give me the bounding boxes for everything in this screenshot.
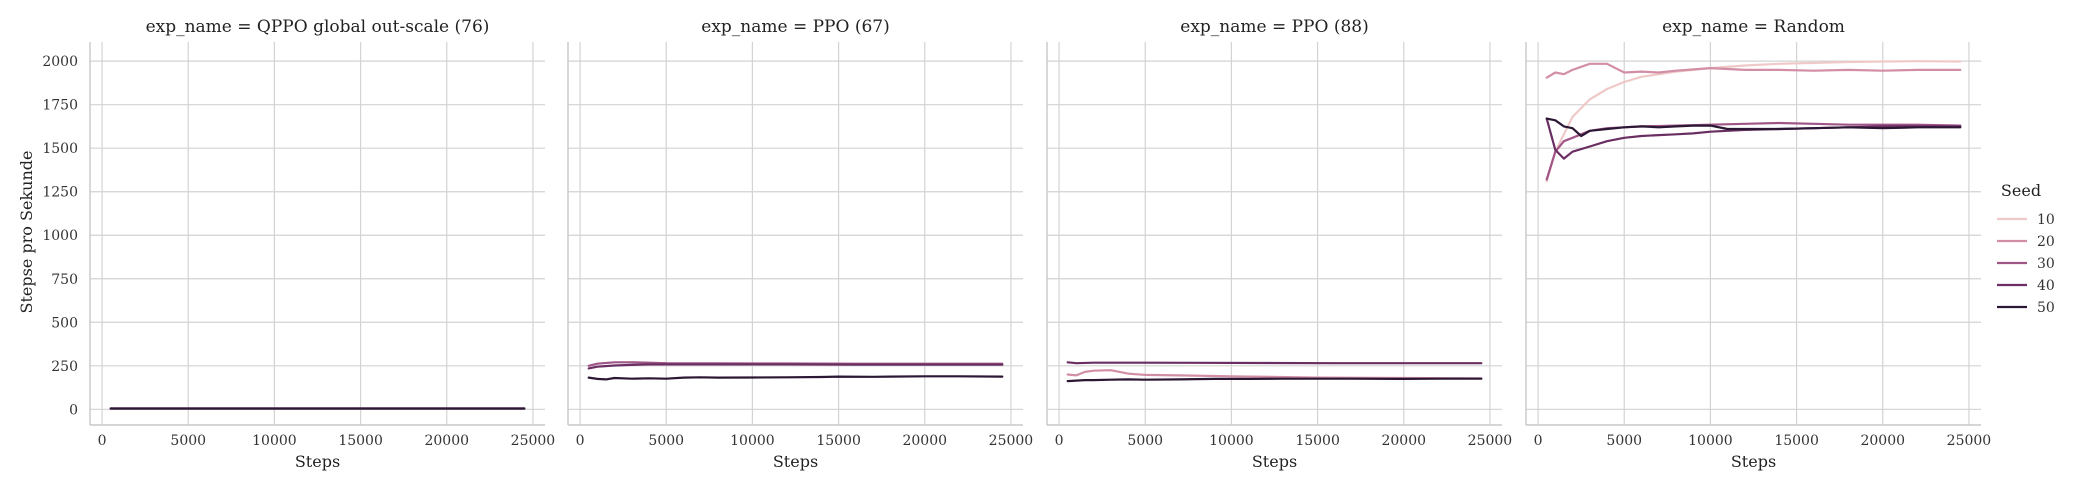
- x-axis-label: Steps: [295, 452, 340, 471]
- y-tick-label: 2000: [42, 54, 78, 70]
- x-tick-label: 0: [98, 433, 107, 449]
- y-tick-label: 1750: [42, 98, 78, 114]
- panel-title: exp_name = PPO (88): [1180, 17, 1368, 37]
- series-line-seed-10: [1545, 60, 1962, 183]
- y-tick-label: 1250: [42, 185, 78, 201]
- panel-1: exp_name = QPPO global out-scale (76) 0 25…: [42, 17, 555, 471]
- x-tick-label: 0: [1534, 433, 1543, 449]
- y-tick-label: 500: [51, 315, 78, 331]
- series-line-seed-50: [587, 375, 1004, 381]
- chart-panels: exp_name = QPPO global out-scale (76) 0 25…: [42, 17, 1991, 471]
- series-line-seed-30: [1545, 121, 1962, 181]
- x-tick-label: 10000: [730, 433, 775, 449]
- x-tick-label: 0: [576, 433, 585, 449]
- y-tick-label: 0: [69, 402, 78, 418]
- panel-3: exp_name = PPO (88) 0 5000 10000 15000 20000 2…: [1046, 17, 1513, 471]
- x-tick-label: 20000: [1860, 433, 1905, 449]
- x-axis-label: Steps: [1252, 452, 1297, 471]
- x-tick-label: 25000: [989, 433, 1034, 449]
- legend-label: 30: [2037, 256, 2055, 272]
- x-tick-label: 10000: [1688, 433, 1733, 449]
- x-axis-label: Steps: [1731, 452, 1776, 471]
- y-axis-label: Stepse pro Sekunde: [17, 151, 36, 314]
- x-tick-label: 25000: [511, 433, 556, 449]
- x-tick-label: 5000: [648, 433, 684, 449]
- y-tick-label: 750: [51, 272, 78, 288]
- x-tick-label: 0: [1055, 433, 1064, 449]
- x-tick-label: 20000: [902, 433, 947, 449]
- series-line-seed-50: [1545, 117, 1962, 138]
- x-tick-label: 10000: [252, 433, 297, 449]
- y-tick-label: 1000: [42, 228, 78, 244]
- x-tick-label: 15000: [338, 433, 383, 449]
- legend-title: Seed: [2001, 181, 2041, 200]
- legend-label: 20: [2037, 234, 2055, 250]
- x-tick-label: 25000: [1468, 433, 1513, 449]
- legend-label: 40: [2037, 278, 2055, 294]
- x-axis-label: Steps: [773, 452, 818, 471]
- x-tick-label: 15000: [816, 433, 861, 449]
- y-tick-label: 1500: [42, 141, 78, 157]
- x-tick-label: 5000: [1606, 433, 1642, 449]
- legend: Seed 10 20 30 40 50: [1997, 181, 2055, 316]
- x-tick-label: 5000: [170, 433, 206, 449]
- panel-title: exp_name = PPO (67): [701, 17, 889, 37]
- legend-label: 10: [2037, 212, 2055, 228]
- x-tick-label: 5000: [1127, 433, 1163, 449]
- x-tick-label: 15000: [1774, 433, 1819, 449]
- panel-4: exp_name = Random 0 5000 10000 15000 20000 250…: [1525, 17, 1992, 471]
- x-tick-label: 15000: [1295, 433, 1340, 449]
- panel-2: exp_name = PPO (67) 0 5000 10000 15000 20000 2…: [567, 17, 1034, 471]
- panel-title: exp_name = Random: [1662, 17, 1845, 37]
- x-tick-label: 20000: [1381, 433, 1426, 449]
- series-line-seed-40: [587, 363, 1004, 370]
- series-line-seed-40: [1066, 361, 1483, 365]
- x-tick-label: 20000: [424, 433, 469, 449]
- panel-title: exp_name = QPPO global out-scale (76): [146, 17, 490, 37]
- series-line-seed-20: [1545, 62, 1962, 79]
- legend-label: 50: [2037, 300, 2055, 316]
- x-tick-label: 10000: [1209, 433, 1254, 449]
- series-line-seed-50: [1066, 377, 1483, 383]
- series-line-seed-20: [1066, 369, 1483, 380]
- y-tick-label: 250: [51, 359, 78, 375]
- x-tick-label: 25000: [1947, 433, 1992, 449]
